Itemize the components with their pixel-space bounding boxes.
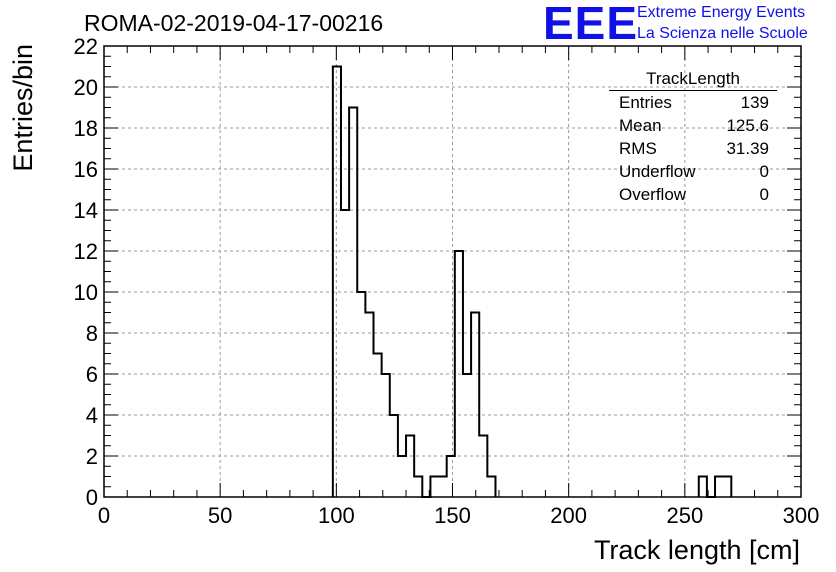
y-tick-label: 22 (74, 34, 98, 59)
y-tick-label: 14 (74, 198, 98, 223)
stats-value: 125.6 (726, 116, 769, 135)
y-tick-label: 6 (86, 362, 98, 387)
histogram-bin (406, 436, 414, 498)
logo-tagline-2: La Scienza nelle Scuole (637, 25, 808, 42)
stats-row-mean: Mean 125.6 (609, 114, 777, 137)
histogram-bin (374, 354, 382, 498)
run-title: ROMA-02-2019-04-17-00216 (84, 10, 384, 36)
grid-lines (104, 46, 801, 497)
histogram-bin (333, 67, 341, 498)
stats-value: 0 (759, 185, 769, 204)
histogram-bin (365, 313, 373, 498)
y-tick-label: 16 (74, 157, 98, 182)
histogram-bin (430, 477, 438, 498)
x-tick-label: 150 (434, 503, 471, 528)
histogram-bin (471, 313, 479, 498)
y-tick-label: 2 (86, 444, 98, 469)
histogram-bin (357, 292, 365, 497)
stats-value: 31.39 (726, 139, 769, 158)
y-tick-label: 0 (86, 485, 98, 510)
histogram-bin (439, 477, 447, 498)
histogram-bin (699, 477, 707, 498)
stats-title: TrackLength (609, 68, 777, 91)
y-tick-label: 4 (86, 403, 98, 428)
x-axis-label: Track length [cm] (594, 535, 800, 565)
y-axis-label: Entries/bin (8, 44, 38, 172)
stats-value: 0 (759, 162, 769, 181)
x-tick-label: 200 (550, 503, 587, 528)
stats-row-rms: RMS 31.39 (609, 137, 777, 160)
histogram-bin (414, 477, 422, 498)
stats-value: 139 (740, 93, 769, 112)
histogram-bin (398, 456, 406, 497)
y-tick-label: 12 (74, 239, 98, 264)
tick-labels: 0 50 100 150 200 250 300 0 2 4 6 8 10 12 14 16 18 20 22 (74, 34, 820, 528)
eee-logo: EEE (543, 0, 639, 49)
histogram-bin (487, 477, 495, 498)
stats-row-underflow: Underflow 0 (609, 160, 777, 183)
stats-label: RMS (619, 139, 657, 158)
x-tick-label: 50 (208, 503, 232, 528)
y-tick-label: 10 (74, 280, 98, 305)
histogram-bin (382, 374, 390, 497)
histogram-bin (349, 108, 357, 498)
logo-tagline-1: Extreme Energy Events (637, 4, 806, 21)
y-tick-label: 18 (74, 116, 98, 141)
stats-row-entries: Entries 139 (609, 91, 777, 114)
y-tick-label: 8 (86, 321, 98, 346)
histogram-bin (463, 374, 471, 497)
stats-label: Mean (619, 116, 662, 135)
axis-ticks (103, 45, 802, 498)
stats-label: Entries (619, 93, 672, 112)
x-tick-label: 250 (666, 503, 703, 528)
histogram-bin (447, 456, 455, 497)
stats-label: Overflow (619, 185, 687, 204)
stats-row-overflow: Overflow 0 (609, 183, 777, 206)
histogram-bin (479, 436, 487, 498)
x-tick-label: 300 (783, 503, 820, 528)
histogram-bin (723, 477, 731, 498)
stats-label: Underflow (619, 162, 696, 181)
histogram-bin (341, 210, 349, 497)
y-tick-label: 20 (74, 75, 98, 100)
stats-box: TrackLength Entries 139 Mean 125.6 RMS 31.3… (609, 68, 777, 206)
x-tick-label: 100 (318, 503, 355, 528)
histogram-bin (715, 477, 723, 498)
x-tick-label: 0 (98, 503, 110, 528)
